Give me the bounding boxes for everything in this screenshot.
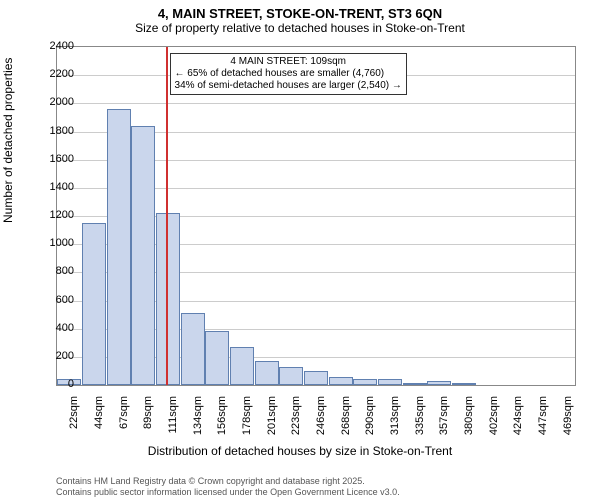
y-axis-label: Number of detached properties <box>1 58 15 223</box>
annotation-line1: ← 65% of detached houses are smaller (4,… <box>175 68 402 80</box>
annotation-box: 4 MAIN STREET: 109sqm ← 65% of detached … <box>170 53 407 95</box>
bar <box>156 213 180 385</box>
y-tick-label: 800 <box>34 265 74 277</box>
bar <box>353 379 377 385</box>
annotation-line2: 34% of semi-detached houses are larger (… <box>175 80 402 92</box>
y-tick-label: 2200 <box>34 68 74 80</box>
y-tick-label: 1600 <box>34 153 74 165</box>
y-tick-label: 1000 <box>34 237 74 249</box>
bar <box>107 109 131 385</box>
marker-vertical-line <box>166 47 168 385</box>
bar <box>255 361 279 385</box>
chart-container: 4, MAIN STREET, STOKE-ON-TRENT, ST3 6QN … <box>0 0 600 500</box>
y-tick-label: 1400 <box>34 181 74 193</box>
bar <box>205 331 229 385</box>
footer-line2: Contains public sector information licen… <box>56 487 400 498</box>
y-tick-label: 600 <box>34 294 74 306</box>
bar <box>403 383 427 385</box>
chart-subtitle: Size of property relative to detached ho… <box>0 21 600 39</box>
bar <box>329 377 353 385</box>
bar <box>82 223 106 385</box>
y-tick-label: 2000 <box>34 96 74 108</box>
bar <box>279 367 303 385</box>
chart-title: 4, MAIN STREET, STOKE-ON-TRENT, ST3 6QN <box>0 0 600 21</box>
y-tick-label: 2400 <box>34 40 74 52</box>
y-tick-label: 400 <box>34 322 74 334</box>
plot-area: 4 MAIN STREET: 109sqm ← 65% of detached … <box>56 46 576 386</box>
y-tick-label: 1200 <box>34 209 74 221</box>
y-tick-label: 1800 <box>34 125 74 137</box>
bars-group <box>57 47 575 385</box>
bar <box>378 379 402 385</box>
bar <box>131 126 155 385</box>
footer: Contains HM Land Registry data © Crown c… <box>56 476 400 498</box>
bar <box>230 347 254 385</box>
bar <box>304 371 328 385</box>
footer-line1: Contains HM Land Registry data © Crown c… <box>56 476 400 487</box>
y-tick-label: 0 <box>34 378 74 390</box>
y-tick-label: 200 <box>34 350 74 362</box>
bar <box>427 381 451 385</box>
bar <box>181 313 205 385</box>
x-axis-label: Distribution of detached houses by size … <box>0 444 600 458</box>
annotation-title: 4 MAIN STREET: 109sqm <box>175 56 402 68</box>
bar <box>452 383 476 385</box>
